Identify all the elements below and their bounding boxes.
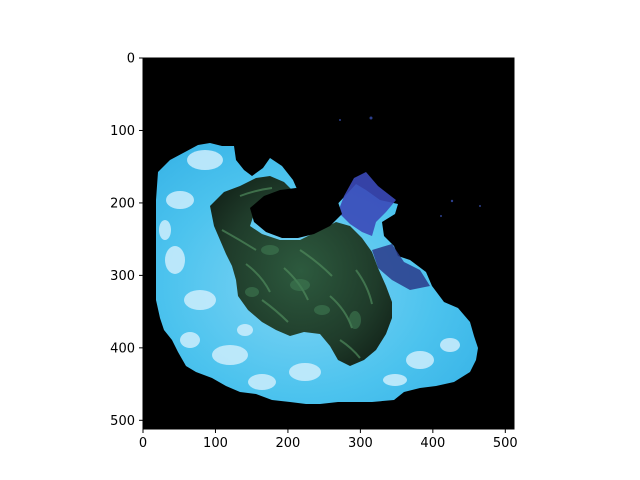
green-highlights <box>245 245 361 329</box>
blue-region <box>338 172 396 236</box>
blue-region-edge <box>372 244 430 290</box>
image-area <box>143 58 514 429</box>
dark-hole <box>250 188 342 238</box>
x-tick-label: 300 <box>348 436 373 451</box>
axes-frame <box>142 57 515 430</box>
y-tick-label: 500 <box>110 414 135 429</box>
x-tick-label: 100 <box>203 436 228 451</box>
specks <box>339 116 481 217</box>
y-tick-label: 400 <box>110 341 135 356</box>
cyan-highlights <box>159 150 460 390</box>
x-tick-label: 200 <box>276 436 301 451</box>
x-tick-label: 0 <box>139 436 147 451</box>
y-tick-label: 200 <box>110 196 135 211</box>
y-tick-label: 0 <box>127 52 135 67</box>
y-tick-label: 300 <box>110 269 135 284</box>
y-tick-label: 100 <box>110 124 135 139</box>
x-axis-ticks: 0 100 200 300 400 500 <box>139 429 518 451</box>
y-axis-ticks: 0 100 200 300 400 500 <box>110 52 143 429</box>
dark-green-region <box>210 176 392 366</box>
x-tick-label: 500 <box>493 436 518 451</box>
x-tick-label: 400 <box>420 436 445 451</box>
